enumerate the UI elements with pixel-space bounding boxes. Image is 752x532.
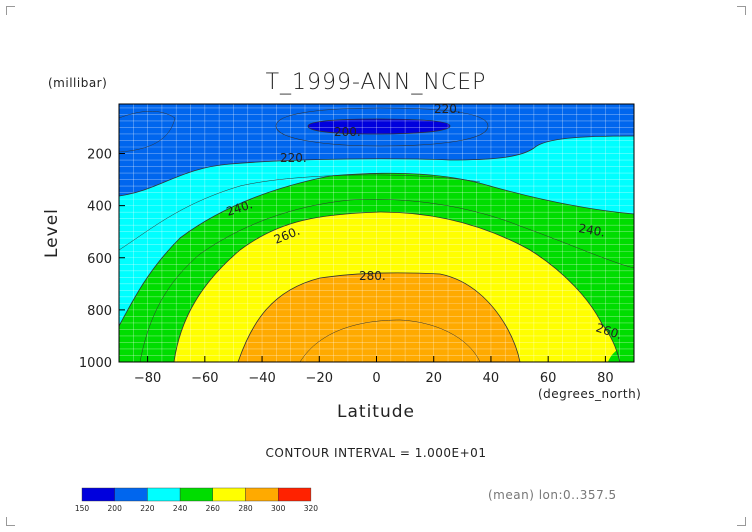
y-tick-label: 800 bbox=[87, 304, 112, 319]
colorbar-swatch bbox=[114, 487, 148, 502]
x-tick-label: 40 bbox=[483, 371, 500, 386]
y-tick-label: 200 bbox=[87, 148, 112, 163]
colorbar-label: 200 bbox=[108, 504, 123, 513]
y-tick-label: 400 bbox=[87, 200, 112, 215]
corner-mark bbox=[6, 6, 15, 15]
x-tick-label: −20 bbox=[306, 371, 333, 386]
corner-mark bbox=[6, 517, 15, 526]
x-tick-label: 20 bbox=[425, 371, 442, 386]
colorbar: 150 200 220 240 260 280 300 320 bbox=[75, 487, 319, 513]
contour-lines bbox=[119, 107, 634, 362]
x-tick-label: 80 bbox=[597, 371, 614, 386]
colorbar-swatch bbox=[179, 487, 214, 502]
y-axis: 200 400 600 800 1000 bbox=[79, 148, 125, 371]
colorbar-swatch bbox=[212, 487, 246, 502]
band-240-260-patch bbox=[608, 344, 634, 362]
x-axis: −80 −60 −40 −20 0 20 40 60 80 bbox=[134, 356, 614, 386]
contour-label: 220. bbox=[434, 102, 461, 116]
x-axis-label: Latitude bbox=[337, 402, 415, 422]
footer-note: (mean) lon:0..357.5 bbox=[488, 488, 617, 502]
corner-mark bbox=[737, 517, 746, 526]
contour-label: 240. bbox=[577, 221, 606, 239]
contour-label: 200. bbox=[334, 125, 361, 139]
y-tick-label: 600 bbox=[87, 252, 112, 267]
colorbar-swatch bbox=[278, 487, 312, 502]
x-axis-unit: (degrees_north) bbox=[538, 387, 642, 401]
colorbar-label: 150 bbox=[75, 504, 90, 513]
contour-label: 220. bbox=[280, 151, 307, 165]
y-axis-unit: (millibar) bbox=[48, 76, 108, 90]
colorbar-label: 260 bbox=[206, 504, 221, 513]
plot-area: 220. 200. 220. 240. 260. 280. 240. 260. bbox=[119, 102, 634, 362]
x-tick-label: −40 bbox=[248, 371, 275, 386]
contour-interval-text: CONTOUR INTERVAL = 1.000E+01 bbox=[265, 446, 487, 460]
colorbar-swatch bbox=[81, 487, 115, 502]
y-tick-label: 1000 bbox=[79, 356, 112, 371]
colorbar-label: 300 bbox=[271, 504, 286, 513]
x-tick-label: −80 bbox=[134, 371, 161, 386]
band-150-200 bbox=[308, 119, 450, 134]
colorbar-label: 320 bbox=[304, 504, 319, 513]
band-280-300 bbox=[238, 272, 520, 362]
x-tick-label: 0 bbox=[372, 371, 380, 386]
colorbar-label: 240 bbox=[173, 504, 188, 513]
colorbar-swatch bbox=[245, 487, 279, 502]
corner-mark bbox=[737, 6, 746, 15]
colorbar-swatch bbox=[147, 487, 181, 502]
contour-label: 280. bbox=[359, 269, 386, 283]
colorbar-label: 220 bbox=[140, 504, 155, 513]
colorbar-label: 280 bbox=[238, 504, 253, 513]
plot-grid bbox=[119, 104, 634, 362]
x-tick-label: 60 bbox=[540, 371, 557, 386]
x-tick-label: −60 bbox=[191, 371, 218, 386]
chart-title: T_1999-ANN_NCEP bbox=[265, 70, 487, 95]
